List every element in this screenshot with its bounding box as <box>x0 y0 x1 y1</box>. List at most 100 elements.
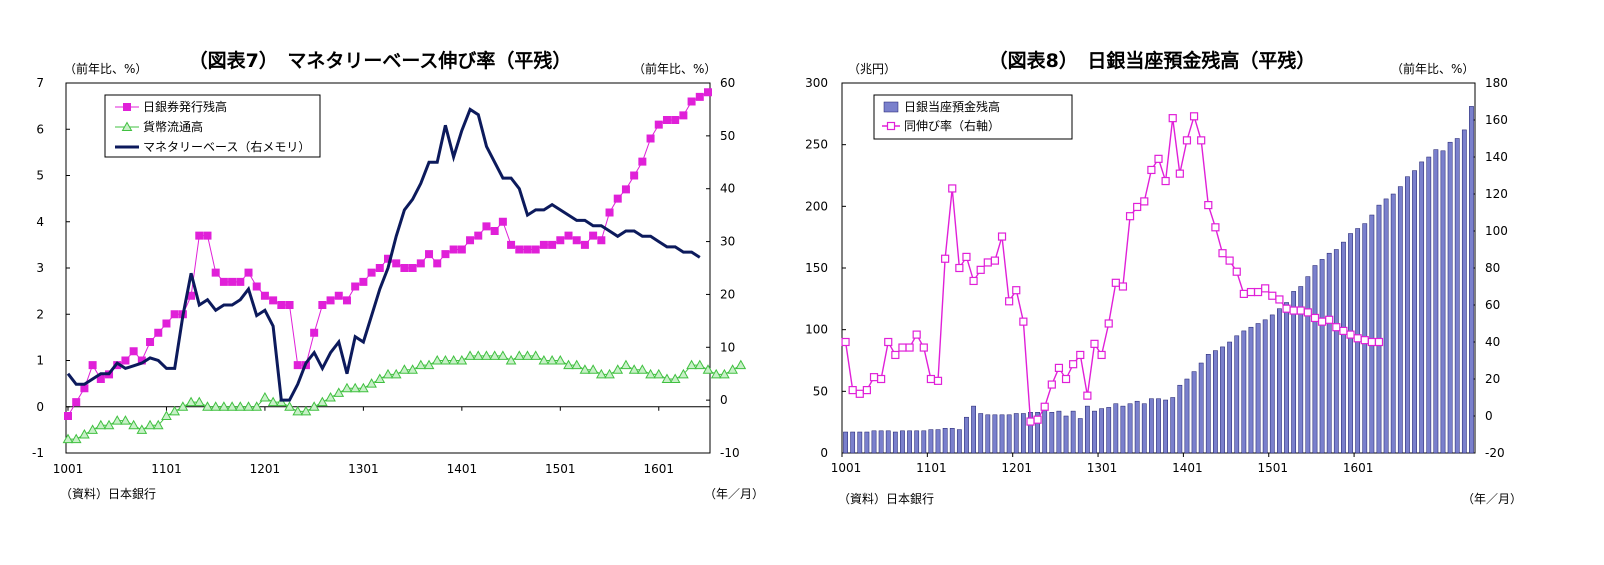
chart-7-point-0 <box>605 208 614 217</box>
chart-7-point-1 <box>243 401 254 411</box>
chart-7-point-1 <box>144 419 156 430</box>
chart-8-point <box>1133 202 1142 212</box>
chart-8-bar <box>942 428 948 454</box>
chart-8-bar <box>1447 141 1453 454</box>
chart-7-title: （図表7） マネタリーベース伸び率（平残） <box>189 49 572 72</box>
chart-7-point-1 <box>259 391 271 402</box>
chart-7-point-0 <box>64 412 72 420</box>
chart-7-point-0 <box>597 236 606 245</box>
chart-7-point-0 <box>466 236 475 245</box>
chart-8-bar <box>1440 150 1446 454</box>
chart-8-bar <box>1376 204 1382 454</box>
chart-8-point <box>1111 278 1120 287</box>
chart-7-point-0 <box>580 240 589 249</box>
chart-7-point-1 <box>563 359 574 370</box>
chart-8-bar <box>892 431 898 454</box>
chart-7-point-1 <box>87 424 98 434</box>
chart-7-point-1 <box>382 368 394 379</box>
chart-8-bar <box>971 405 976 454</box>
chart-8-point <box>1026 417 1035 426</box>
chart-8-point <box>933 376 943 385</box>
chart-8-point <box>1097 350 1106 360</box>
chart-8-point <box>898 343 907 352</box>
chart-8-x-tick-label: 1401 <box>1172 461 1203 475</box>
chart-7-point-1 <box>595 368 607 379</box>
chart-7-point-0 <box>646 134 655 143</box>
chart-7-point-1 <box>497 350 509 360</box>
chart-7-point-1 <box>79 428 90 439</box>
chart-8-point <box>1232 267 1241 276</box>
chart-8-right-tick-label: 20 <box>1485 372 1500 386</box>
chart-8-point <box>1161 176 1170 186</box>
chart-8-point <box>1303 308 1312 317</box>
chart-7-left-tick-label: 2 <box>36 307 44 321</box>
chart-7-point-0 <box>654 120 663 129</box>
chart-8-bar <box>1262 319 1268 454</box>
chart-7-point-1 <box>218 401 230 411</box>
chart-7-point-1 <box>612 364 624 374</box>
chart-7-point-1 <box>390 368 402 379</box>
chart-7-point-1 <box>366 378 377 388</box>
chart-7-point-1 <box>669 373 681 383</box>
chart-8-point <box>1346 330 1355 339</box>
chart-8-x-unit: （年／月） <box>1462 492 1522 506</box>
chart-7-point-1 <box>727 364 738 374</box>
chart-7-left-unit: （前年比、%） <box>64 61 147 76</box>
chart-7-point-1 <box>678 368 689 379</box>
chart-8-bar <box>1184 378 1190 454</box>
chart-7-point-0 <box>367 268 376 277</box>
chart-8-bar <box>1383 198 1389 454</box>
chart-7-point-0 <box>310 328 319 337</box>
chart-7-point-1 <box>505 354 517 365</box>
chart-7-point-1 <box>226 401 238 411</box>
chart-8-bar <box>1390 193 1396 454</box>
chart-8-point <box>1061 374 1071 384</box>
chart-7-legend-label-1: 貨幣流通高 <box>143 119 203 134</box>
chart-8-right-tick-label: 60 <box>1485 298 1500 312</box>
chart-8-bar <box>1077 418 1083 454</box>
chart-8-point <box>884 337 893 347</box>
chart-7-left-tick-label: 1 <box>36 354 44 368</box>
chart-7-left-tick-label: 7 <box>36 76 44 90</box>
chart-8-bar <box>1049 412 1055 454</box>
chart-7-point-1 <box>333 387 345 397</box>
chart-7-point-1 <box>637 364 648 374</box>
chart-7-point-1 <box>275 396 287 407</box>
chart-7-legend-box <box>104 94 321 158</box>
chart-8-bar <box>1333 249 1339 454</box>
chart-8-point <box>1090 339 1099 348</box>
chart-7-point-0 <box>326 296 335 305</box>
chart-8-bar <box>1134 400 1140 454</box>
chart-7-point-0 <box>507 240 516 249</box>
chart-8-bar <box>1227 341 1233 454</box>
chart-7-point-1 <box>513 350 525 360</box>
chart-8-bar <box>1419 161 1425 454</box>
chart-8-bar <box>935 429 941 454</box>
chart-8-bar <box>964 416 969 454</box>
chart-8-legend-swatch-bar <box>883 101 899 113</box>
chart-7-point-0 <box>523 245 532 254</box>
chart-7-right-tick-label: 20 <box>720 287 735 301</box>
chart-8-bar <box>907 430 912 454</box>
chart-7-point-0 <box>687 97 696 106</box>
chart-7-point-0 <box>375 264 384 272</box>
chart-8-point <box>1332 323 1341 332</box>
chart-7-right-tick-label: 40 <box>720 182 735 196</box>
chart-7-left-tick-label: -1 <box>32 446 44 460</box>
chart-8-bar <box>1035 412 1040 454</box>
chart-8-right-tick-label: 140 <box>1485 150 1508 164</box>
chart-7-point-0 <box>704 88 712 97</box>
chart-7-point-1 <box>374 373 386 383</box>
chart-7-point-1 <box>70 433 82 444</box>
chart-7-point-1 <box>686 359 697 370</box>
chart-8-bar <box>999 414 1005 454</box>
chart-8-point <box>1118 282 1128 291</box>
chart-7-point-1 <box>530 350 542 360</box>
chart-7-point-0 <box>170 310 179 319</box>
chart-7-point-0 <box>72 398 81 407</box>
chart-7-point-1 <box>546 354 558 365</box>
chart-7-right-tick-label: 10 <box>720 340 735 354</box>
chart-7-point-1 <box>694 359 706 370</box>
chart-8-point <box>1360 336 1369 345</box>
chart-8-point <box>1047 380 1056 389</box>
